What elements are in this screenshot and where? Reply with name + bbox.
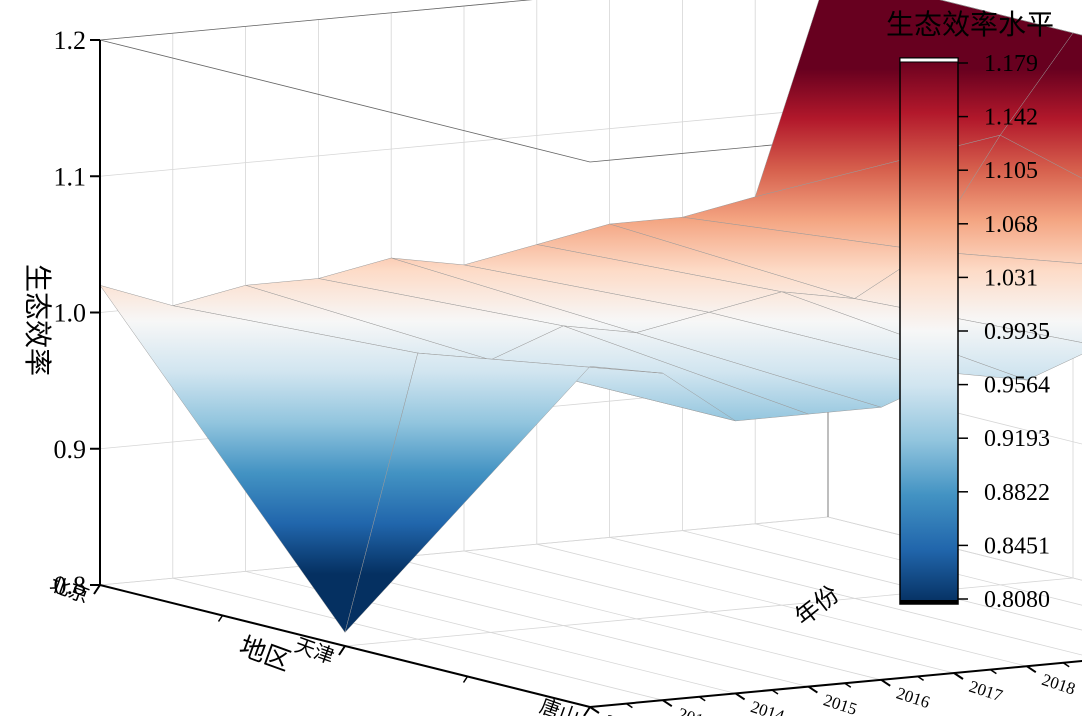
colorbar-tick-label: 0.9935 xyxy=(984,319,1050,345)
colorbar-gradient xyxy=(899,57,959,605)
colorbar-tick-label: 0.8080 xyxy=(984,587,1050,613)
grid-line xyxy=(344,577,1074,647)
y-tick-label: 2013 xyxy=(676,704,714,716)
colorbar-tick-label: 0.8822 xyxy=(984,480,1050,506)
y-tick-label: 2014 xyxy=(748,697,787,716)
z-tick-label: 0.9 xyxy=(54,435,87,464)
y-tick-label: 2017 xyxy=(967,677,1006,706)
surface-patch xyxy=(926,134,1082,264)
x-tick xyxy=(93,584,101,595)
y-tick xyxy=(589,706,600,714)
colorbar-tick-label: 1.068 xyxy=(984,212,1038,238)
surface-patch xyxy=(344,352,663,633)
colorbar-cap-top xyxy=(899,57,959,63)
y-tick xyxy=(662,699,673,708)
x-tick xyxy=(338,645,346,656)
z-axis-label: 生态效率 xyxy=(21,264,53,376)
y-tick xyxy=(807,685,818,694)
x-minor-tick xyxy=(462,676,469,683)
colorbar-title: 生态效率水平 xyxy=(886,9,1054,41)
y-minor-tick xyxy=(625,702,633,709)
y-axis-label: 年份 xyxy=(790,581,844,632)
z-tick-label: 0.8 xyxy=(54,571,87,600)
x-axis-label: 地区 xyxy=(236,631,295,676)
y-minor-tick xyxy=(917,675,925,682)
colorbar-cap-bottom xyxy=(900,600,958,604)
y-minor-tick xyxy=(1062,662,1070,668)
y-tick-label: 2012 xyxy=(603,711,641,716)
grid-line xyxy=(99,107,829,177)
colorbar-tick-label: 0.9193 xyxy=(984,426,1050,452)
y-tick-label: 2015 xyxy=(821,690,859,716)
y-minor-tick xyxy=(989,668,997,675)
frame-edge xyxy=(99,0,533,41)
x-tick-label: 唐山 xyxy=(537,694,582,716)
frame-edge xyxy=(99,39,591,163)
y-tick-label: 2016 xyxy=(894,684,932,713)
y-tick xyxy=(953,672,964,680)
z-tick-label: 1.0 xyxy=(54,299,87,328)
y-tick-label: 2018 xyxy=(1040,670,1078,699)
x-tick xyxy=(583,706,591,716)
grid-line xyxy=(99,516,829,586)
colorbar-tick-label: 1.179 xyxy=(984,51,1038,77)
colorbar-tick-label: 0.9564 xyxy=(984,373,1050,399)
y-minor-tick xyxy=(771,689,779,695)
colorbar: 生态效率水平 1.179 1.142 1.105 1.068 1.031 0.9935 0.… xyxy=(886,9,1054,613)
y-minor-tick xyxy=(844,682,852,688)
y-tick xyxy=(1026,665,1037,674)
x-minor-tick xyxy=(217,615,224,622)
z-tick-label: 1.1 xyxy=(54,162,87,191)
colorbar-tick-label: 1.031 xyxy=(984,265,1038,291)
surface-patch xyxy=(999,32,1082,179)
colorbar-tick-label: 1.105 xyxy=(984,158,1038,184)
colorbar-ticks: 1.179 1.142 1.105 1.068 1.031 0.9935 0.9564 0.9… xyxy=(899,51,1050,613)
y-tick xyxy=(880,678,891,687)
z-tick-label: 1.2 xyxy=(54,26,87,55)
y-minor-tick xyxy=(698,696,706,702)
colorbar-tick-label: 0.8451 xyxy=(984,533,1050,559)
y-tick xyxy=(735,692,746,701)
colorbar-tick-label: 1.142 xyxy=(984,105,1038,131)
